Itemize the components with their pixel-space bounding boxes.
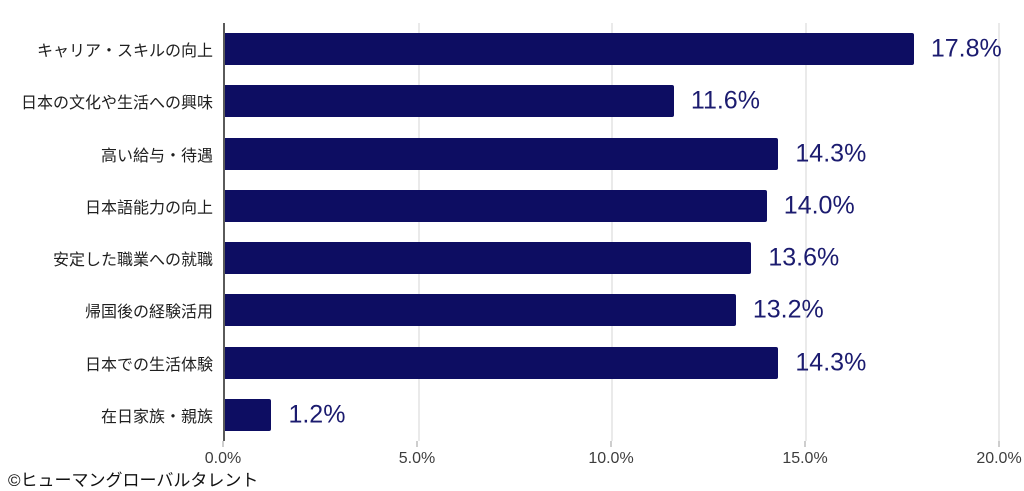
bar (225, 398, 272, 431)
axis-tick (222, 441, 224, 447)
value-label: 14.3% (795, 139, 867, 168)
value-label: 13.6% (768, 243, 840, 272)
axis-tick-label: 20.0% (976, 450, 1022, 467)
category-label: 日本での生活体験 (84, 356, 213, 374)
value-label: 17.8% (930, 34, 1002, 63)
gridline (611, 23, 613, 441)
copyright-credit: ©ヒューマングローバルタレント (8, 471, 259, 490)
bar (225, 189, 767, 222)
axis-tick-label: 0.0% (204, 450, 242, 467)
plot-area: 17.8% 11.6% 14.3% 14.0% 13.6% 13.2% 14.3% 1.2% (223, 23, 1002, 441)
bar-row: 13.2% (225, 284, 999, 336)
gridline (418, 23, 419, 441)
bar (225, 346, 779, 379)
bar (225, 33, 914, 66)
bar-row: 14.3% (225, 337, 999, 389)
value-label: 13.2% (752, 295, 824, 324)
value-label: 11.6% (690, 86, 760, 115)
bar-row: 17.8% (225, 23, 1002, 75)
bar-row: 14.0% (225, 180, 999, 232)
axis-tick (998, 441, 1000, 447)
bar-row: 1.2% (225, 389, 999, 441)
category-label: 日本の文化や生活への興味 (20, 95, 213, 113)
value-label: 14.0% (783, 191, 855, 220)
category-labels: キャリア・スキルの向上日本の文化や生活への興味高い給与・待遇日本語能力の向上安定… (0, 23, 213, 441)
gridline (998, 23, 1000, 441)
category-label: 在日家族・親族 (100, 408, 213, 426)
x-axis: 0.0% 5.0% 10.0% 15.0% 20.0% (205, 441, 1022, 486)
value-label: 14.3% (795, 348, 867, 377)
bar (225, 294, 736, 327)
bar-row: 13.6% (225, 232, 999, 284)
category-label: 日本語能力の向上 (84, 199, 213, 217)
bar (225, 85, 674, 118)
category-label: 高い給与・待遇 (100, 147, 213, 165)
value-label: 1.2% (288, 400, 346, 429)
category-label: 安定した職業への就職 (52, 252, 213, 270)
axis-tick-label: 5.0% (398, 450, 436, 467)
axis-tick (416, 441, 418, 447)
axis-tick-label: 10.0% (588, 450, 634, 467)
axis-tick-label: 15.0% (782, 450, 828, 467)
axis-tick (804, 441, 806, 447)
gridline (805, 23, 806, 441)
category-label: 帰国後の経験活用 (84, 304, 213, 322)
bar-row: 14.3% (225, 128, 999, 180)
bar-row: 11.6% (225, 75, 999, 127)
axis-tick (610, 441, 612, 447)
bar (225, 242, 752, 275)
category-label: キャリア・スキルの向上 (36, 43, 213, 61)
bar (225, 137, 779, 170)
